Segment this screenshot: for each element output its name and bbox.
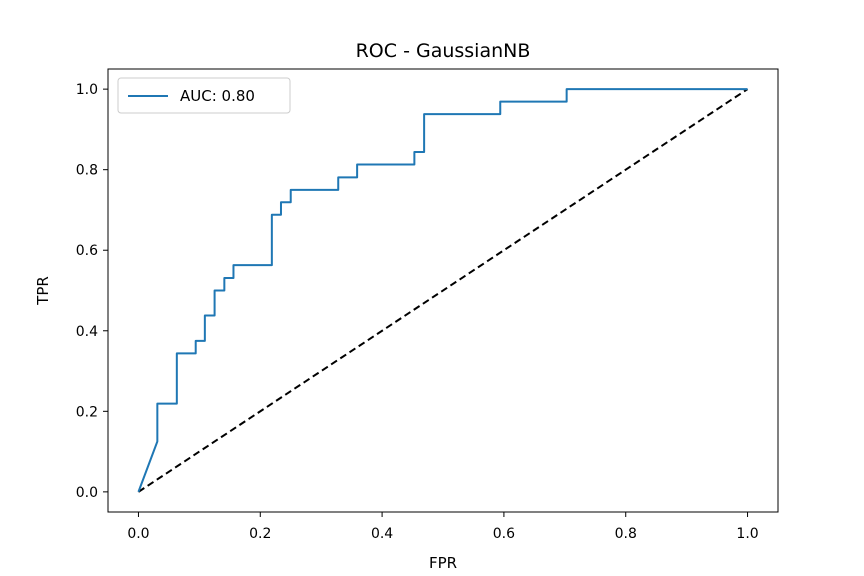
y-axis-label: TPR — [34, 276, 52, 306]
y-tick-label-1: 0.2 — [76, 404, 98, 420]
x-tick-label-5: 1.0 — [736, 526, 758, 542]
x-tick-label-2: 0.4 — [371, 526, 393, 542]
y-tick-label-5: 1.0 — [76, 82, 98, 98]
x-tick-label-1: 0.2 — [249, 526, 271, 542]
legend-box — [117, 77, 291, 114]
legend-label: AUC: 0.80 — [180, 87, 255, 105]
y-tick-label-2: 0.4 — [76, 324, 98, 340]
y-tick-label-3: 0.6 — [76, 243, 98, 259]
y-tick-label-4: 0.8 — [76, 163, 98, 179]
roc-curve-line-0 — [137, 88, 748, 493]
plot-frame — [107, 68, 779, 513]
y-tick-label-0: 0.0 — [76, 485, 98, 501]
series-layer — [137, 88, 749, 493]
x-axis-label: FPR — [429, 554, 457, 572]
x-tick-label-4: 0.8 — [615, 526, 637, 542]
x-axis-ticks: 0.0 0.2 0.4 0.6 0.8 1.0 — [127, 512, 759, 542]
y-axis-ticks: 0.0 0.2 0.4 0.6 0.8 1.0 — [76, 82, 108, 501]
legend: AUC: 0.80 — [117, 77, 291, 114]
x-tick-label-3: 0.6 — [493, 526, 515, 542]
diagonal-reference-line — [137, 88, 749, 493]
chart-title: ROC - GaussianNB — [356, 40, 531, 62]
x-tick-label-0: 0.0 — [127, 526, 149, 542]
